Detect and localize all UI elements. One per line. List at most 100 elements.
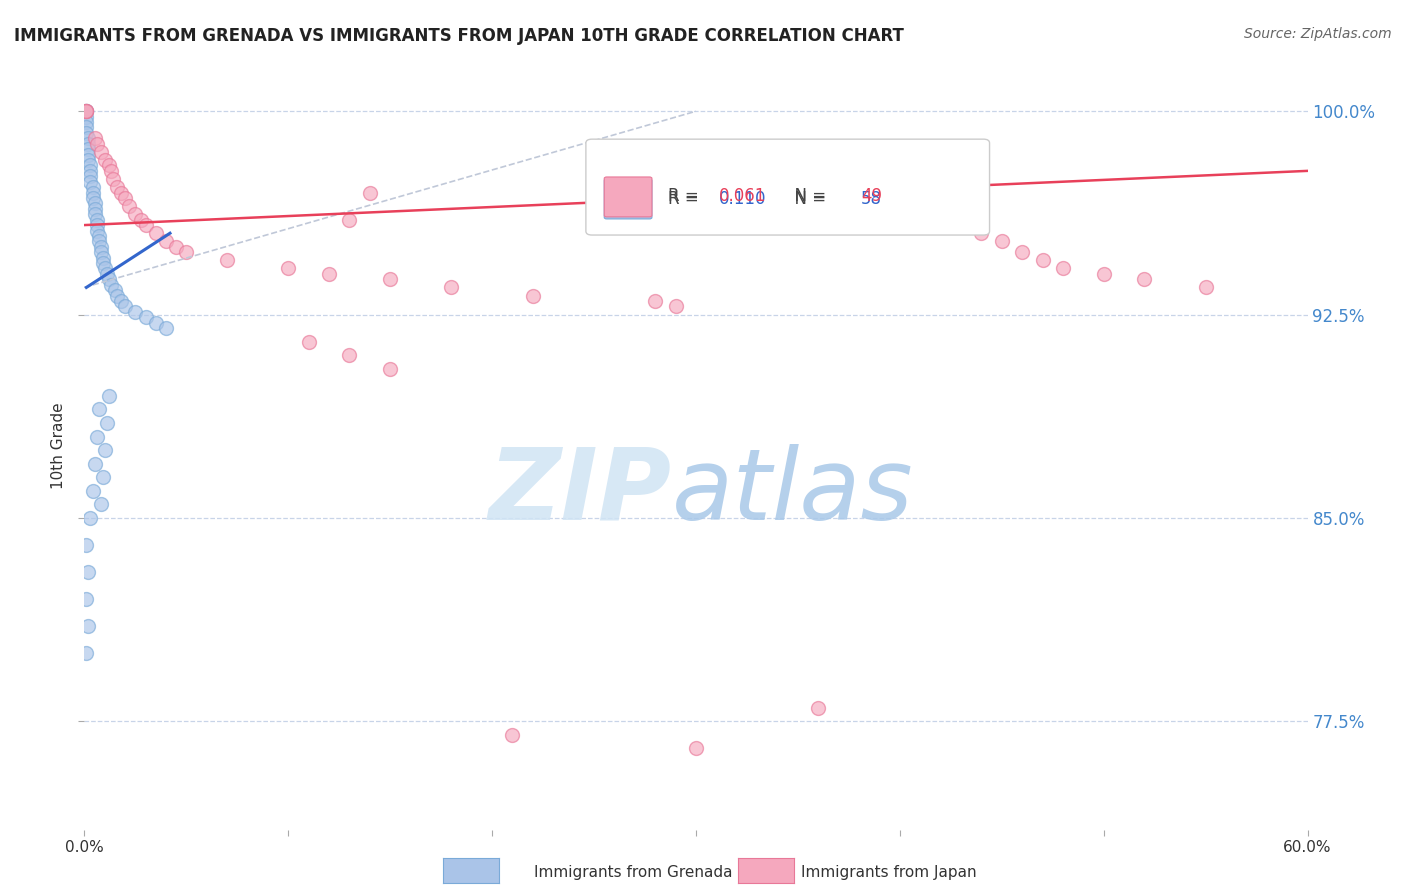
- Point: [77, 619, 100, 633]
- Text: Source: ZipAtlas.com: Source: ZipAtlas.com: [1244, 27, 1392, 41]
- Point: [155, 235, 177, 249]
- Point: [90, 245, 112, 260]
- Point: [807, 700, 830, 714]
- Text: R =: R =: [668, 187, 704, 205]
- Point: [93, 261, 115, 276]
- Text: Immigrants from Japan: Immigrants from Japan: [801, 865, 977, 880]
- Point: [522, 288, 544, 302]
- Point: [75, 126, 97, 140]
- Point: [79, 175, 101, 189]
- Point: [665, 299, 688, 313]
- Point: [86, 212, 108, 227]
- Point: [96, 267, 118, 281]
- Point: [889, 199, 911, 213]
- Point: [1052, 261, 1074, 276]
- Point: [929, 207, 952, 221]
- Point: [135, 310, 157, 325]
- Point: [1195, 280, 1218, 294]
- Point: [145, 226, 167, 240]
- Point: [135, 218, 157, 232]
- Point: [75, 538, 97, 552]
- Point: [685, 741, 707, 756]
- Point: [87, 402, 110, 417]
- Point: [114, 191, 136, 205]
- Point: [318, 267, 340, 281]
- Text: 49: 49: [860, 187, 882, 205]
- Point: [440, 280, 463, 294]
- Point: [1092, 267, 1115, 281]
- Point: [77, 147, 100, 161]
- Point: [131, 212, 153, 227]
- Point: [114, 299, 136, 313]
- Point: [105, 288, 128, 302]
- Point: [91, 251, 114, 265]
- Point: [79, 158, 101, 172]
- Point: [101, 172, 124, 186]
- Point: [359, 186, 381, 200]
- Point: [75, 646, 97, 660]
- Point: [86, 218, 108, 232]
- Point: [950, 218, 973, 232]
- Point: [90, 240, 112, 254]
- Text: 58: 58: [860, 190, 882, 208]
- Point: [75, 104, 97, 119]
- FancyBboxPatch shape: [586, 139, 990, 235]
- Point: [87, 228, 110, 243]
- FancyBboxPatch shape: [605, 177, 652, 217]
- Point: [82, 483, 104, 498]
- Point: [339, 212, 361, 227]
- Point: [77, 142, 100, 156]
- Point: [502, 728, 524, 742]
- Point: [124, 207, 146, 221]
- Point: [79, 169, 101, 184]
- Point: [83, 207, 105, 221]
- Point: [82, 180, 104, 194]
- Point: [97, 158, 120, 172]
- Point: [75, 120, 97, 135]
- Point: [83, 202, 105, 216]
- Point: [380, 272, 402, 286]
- Point: [155, 321, 177, 335]
- Point: [1011, 245, 1033, 260]
- Point: [380, 361, 402, 376]
- Point: [75, 104, 97, 119]
- Text: ZIP: ZIP: [488, 443, 672, 541]
- Point: [77, 153, 100, 167]
- Point: [83, 196, 105, 211]
- Point: [339, 348, 361, 362]
- Text: Immigrants from Grenada: Immigrants from Grenada: [534, 865, 733, 880]
- Point: [124, 305, 146, 319]
- Point: [79, 511, 101, 525]
- Point: [82, 186, 104, 200]
- Point: [93, 443, 115, 458]
- Point: [104, 283, 127, 297]
- Point: [217, 253, 239, 268]
- Point: [848, 186, 870, 200]
- Point: [86, 136, 108, 151]
- Point: [75, 104, 97, 119]
- Point: [100, 164, 122, 178]
- Point: [991, 235, 1014, 249]
- Point: [644, 293, 666, 308]
- Point: [86, 429, 108, 443]
- Point: [165, 240, 187, 254]
- Point: [83, 457, 105, 471]
- Point: [77, 136, 100, 151]
- Y-axis label: 10th Grade: 10th Grade: [51, 402, 66, 490]
- Text: IMMIGRANTS FROM GRENADA VS IMMIGRANTS FROM JAPAN 10TH GRADE CORRELATION CHART: IMMIGRANTS FROM GRENADA VS IMMIGRANTS FR…: [14, 27, 904, 45]
- Text: 0.061: 0.061: [720, 187, 766, 205]
- Point: [97, 389, 120, 403]
- Point: [82, 191, 104, 205]
- Point: [174, 245, 197, 260]
- Point: [1032, 253, 1054, 268]
- Point: [77, 565, 100, 579]
- FancyBboxPatch shape: [605, 179, 652, 219]
- Point: [110, 186, 132, 200]
- Point: [93, 153, 115, 167]
- Text: atlas: atlas: [672, 443, 912, 541]
- Point: [91, 470, 114, 484]
- Point: [110, 293, 132, 308]
- Text: N =: N =: [785, 187, 831, 205]
- Text: R =: R =: [668, 190, 704, 208]
- Point: [970, 226, 993, 240]
